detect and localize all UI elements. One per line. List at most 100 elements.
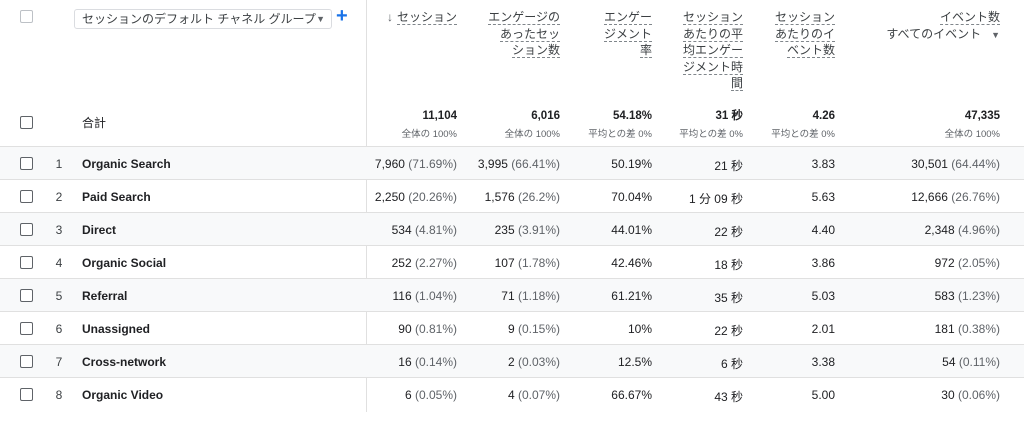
cell-engaged: 71 (1.18%) — [501, 289, 560, 303]
channel-group-label: Unassigned — [82, 322, 151, 336]
cell-value: 4.40 — [811, 223, 835, 237]
total-engaged: 6,016 全体の 100% — [505, 109, 560, 142]
cell-engaged: 2 (0.03%) — [508, 355, 560, 369]
cell-events: 30 (0.06%) — [941, 388, 1000, 402]
cell-value: 30 — [941, 388, 955, 402]
cell-value: 66.67% — [611, 388, 652, 402]
row-checkbox[interactable] — [20, 190, 33, 203]
total-subtext: 平均との差 0% — [771, 129, 835, 140]
column-header-text: 均エンゲー — [682, 43, 743, 58]
column-header-text: イベント数 — [939, 10, 1000, 25]
cell-value: 2 — [507, 355, 515, 369]
cell-value: 12.5% — [617, 355, 652, 369]
row-number: 6 — [55, 322, 63, 336]
cell-events: 972 (2.05%) — [935, 256, 1000, 270]
cell-events: 54 (0.11%) — [942, 355, 1000, 369]
row-checkbox[interactable] — [20, 289, 33, 302]
cell-value: 61.21% — [611, 289, 652, 303]
cell-avgtime: 22 秒 — [714, 223, 743, 240]
cell-percent: (26.2%) — [517, 190, 560, 204]
total-subtext: 平均との差 0% — [679, 129, 743, 140]
cell-percent: (0.14%) — [414, 355, 457, 369]
cell-percent: (26.76%) — [951, 190, 1000, 204]
table-row[interactable]: 6 Unassigned 90 (0.81%) 9 (0.15%) 10% 22 秒 2.0… — [0, 311, 1024, 344]
cell-sessions: 116 (1.04%) — [392, 289, 457, 303]
chevron-down-icon: ▼ — [991, 29, 1000, 40]
table-row[interactable]: 1 Organic Search 7,960 (71.69%) 3,995 (66.4… — [0, 146, 1024, 179]
total-avgtime: 31 秒平均との差 0% — [679, 109, 743, 142]
channel-group-label: Cross-network — [82, 355, 167, 369]
cell-value: 2,250 — [374, 190, 405, 204]
table-row[interactable]: 8 Organic Video 6 (0.05%) 4 (0.07%) 66.67% 43… — [0, 377, 1024, 410]
cell-events_per: 4.40 — [812, 223, 835, 237]
cell-value: 1,576 — [484, 190, 515, 204]
cell-value: 5.03 — [811, 289, 835, 303]
cell-percent: (0.05%) — [414, 388, 457, 402]
cell-value: 43 秒 — [714, 390, 743, 404]
total-value: 4.26 — [812, 110, 835, 122]
column-header-engaged[interactable]: エンゲージの あったセッ ション数 — [440, 9, 560, 59]
row-checkbox[interactable] — [20, 223, 33, 236]
select-all-header-checkbox[interactable] — [20, 10, 33, 23]
total-value: 31 秒 — [715, 110, 744, 122]
event-filter-select[interactable]: すべてのイベント ▼ — [880, 26, 1000, 44]
cell-percent: (2.05%) — [957, 256, 1000, 270]
cell-value: 2.01 — [811, 322, 835, 336]
cell-value: 4 — [507, 388, 515, 402]
cell-value: 16 — [398, 355, 412, 369]
cell-value: 583 — [934, 289, 955, 303]
sort-descending-icon: ↓ — [386, 10, 393, 24]
dimension-select[interactable]: セッションのデフォルト チャネル グループ ▼ — [74, 9, 332, 29]
cell-percent: (1.23%) — [957, 289, 1000, 303]
cell-engaged: 9 (0.15%) — [508, 322, 560, 336]
cell-value: 181 — [934, 322, 955, 336]
cell-value: 972 — [934, 256, 955, 270]
row-checkbox[interactable] — [20, 157, 33, 170]
cell-sessions: 7,960 (71.69%) — [375, 157, 457, 171]
cell-value: 44.01% — [611, 223, 652, 237]
cell-sessions: 90 (0.81%) — [398, 322, 457, 336]
channel-group-label: Organic Social — [82, 256, 167, 270]
cell-events_per: 2.01 — [812, 322, 835, 336]
column-header-avgtime[interactable]: セッション あたりの平 均エンゲー ジメント時間 — [623, 9, 743, 92]
totals-label: 合計 — [82, 116, 107, 130]
cell-events: 583 (1.23%) — [935, 289, 1000, 303]
event-filter-label: すべてのイベント — [886, 26, 982, 41]
cell-events: 2,348 (4.96%) — [925, 223, 1000, 237]
column-header-text: ジメント時 — [682, 59, 743, 75]
cell-events_per: 3.38 — [812, 355, 835, 369]
row-number: 1 — [55, 157, 63, 171]
column-header-text: セッション — [774, 10, 835, 25]
totals-checkbox[interactable] — [20, 116, 33, 129]
column-header-text: あたりのイ — [774, 26, 835, 42]
table-row[interactable]: 3 Direct 534 (4.81%) 235 (3.91%) 44.01% 22 秒 4… — [0, 212, 1024, 245]
column-header-text: セッション — [396, 10, 457, 25]
cell-sessions: 16 (0.14%) — [398, 355, 457, 369]
column-header-events[interactable]: イベント数 すべてのイベント ▼ — [880, 9, 1000, 43]
table-row[interactable]: 4 Organic Social 252 (2.27%) 107 (1.78%) 42.… — [0, 245, 1024, 278]
row-checkbox[interactable] — [20, 388, 33, 401]
add-dimension-icon[interactable]: + — [336, 5, 348, 27]
cell-engaged: 107 (1.78%) — [495, 256, 560, 270]
total-value: 11,104 — [422, 110, 457, 122]
row-checkbox[interactable] — [20, 256, 33, 269]
cell-events: 30,501 (64.44%) — [911, 157, 1000, 171]
column-header-events_per[interactable]: セッション あたりのイ ベント数 — [715, 9, 835, 59]
cell-avgtime: 43 秒 — [714, 388, 743, 405]
row-checkbox[interactable] — [20, 322, 33, 335]
chevron-down-icon: ▼ — [316, 14, 325, 24]
cell-value: 22 秒 — [714, 324, 743, 338]
column-header-engrate[interactable]: エンゲー ジメント率 — [532, 9, 652, 59]
cell-avgtime: 18 秒 — [714, 256, 743, 273]
cell-value: 54 — [942, 355, 956, 369]
column-header-sessions[interactable]: ↓ セッション — [337, 9, 457, 26]
table-row[interactable]: 2 Paid Search 2,250 (20.26%) 1,576 (26.2%) 7… — [0, 179, 1024, 212]
column-header-text: エンゲージの — [488, 10, 560, 25]
column-header-text: ベント数 — [786, 43, 835, 58]
table-row[interactable]: 7 Cross-network 16 (0.14%) 2 (0.03%) 12.5% 6 … — [0, 344, 1024, 377]
table-row[interactable]: 5 Referral 116 (1.04%) 71 (1.18%) 61.21% 35 秒… — [0, 278, 1024, 311]
row-checkbox[interactable] — [20, 355, 33, 368]
cell-value: 50.19% — [611, 157, 652, 171]
cell-percent: (0.81%) — [414, 322, 457, 336]
channel-group-label: Organic Video — [82, 388, 164, 402]
